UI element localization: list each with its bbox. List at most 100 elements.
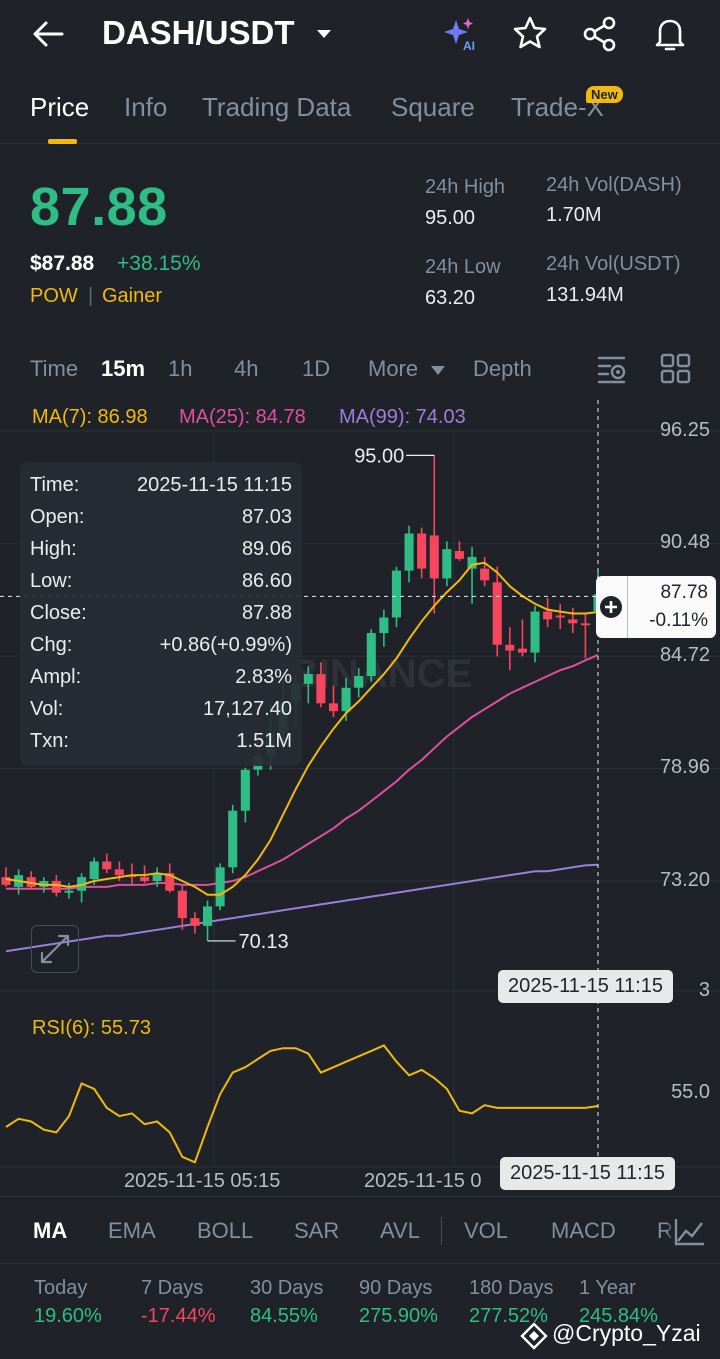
candle-body	[417, 533, 427, 569]
candle-body	[102, 861, 112, 870]
pair-title[interactable]: DASH/USDT	[102, 14, 295, 51]
y-tick-label: 84.72	[659, 644, 710, 666]
perf-value-180d: 277.52%	[469, 1305, 548, 1327]
candle-body	[568, 619, 578, 624]
star-icon[interactable]	[508, 12, 552, 56]
perf-value-1y: 245.84%	[579, 1305, 658, 1327]
candle-body	[429, 535, 439, 579]
bell-icon[interactable]	[648, 12, 692, 56]
tooltip-row-transactions: Txn: 1.51M	[30, 730, 292, 752]
perf-value-7d: -17.44%	[141, 1305, 216, 1327]
crosshair-time-label-rsi: 2025-11-15 11:15	[500, 1157, 675, 1190]
candle-body	[152, 873, 162, 881]
tooltip-row-open: Open: 87.03	[30, 506, 292, 528]
tab-trading-data[interactable]: Trading Data	[202, 92, 352, 122]
ma25-legend: MA(25): 84.78	[179, 406, 306, 428]
interval-more[interactable]: More	[368, 356, 419, 381]
tab-price[interactable]: Price	[30, 92, 90, 122]
indicator-tabs: MA EMA BOLL SAR AVL VOL MACD R	[0, 1196, 720, 1264]
interval-1h[interactable]: 1h	[168, 356, 193, 381]
indicator-ma[interactable]: MA	[33, 1218, 68, 1243]
y-tick-label: 78.96	[659, 756, 710, 778]
candle-body	[228, 810, 238, 868]
indicator-sar[interactable]: SAR	[294, 1218, 340, 1243]
fullscreen-expand-icon[interactable]	[31, 925, 79, 973]
candle-body	[316, 674, 326, 704]
candle-body	[64, 890, 74, 893]
interval-depth[interactable]: Depth	[473, 356, 532, 381]
ma99-legend: MA(99): 74.03	[339, 406, 466, 428]
candle-body	[240, 769, 250, 811]
grid-layout-icon[interactable]	[659, 352, 693, 386]
caret-down-icon[interactable]	[314, 24, 334, 44]
candle-body	[379, 617, 389, 634]
y-tick-label: 96.25	[659, 419, 710, 441]
rsi-level-label: 55.0	[671, 1081, 710, 1103]
indicator-settings-icon[interactable]	[668, 1209, 712, 1253]
share-icon[interactable]	[578, 12, 622, 56]
candle-body	[89, 861, 99, 880]
tag-pow[interactable]: POW	[30, 285, 78, 307]
back-arrow-icon[interactable]	[28, 14, 72, 54]
tag-gainer[interactable]: Gainer	[102, 285, 163, 307]
candle-body	[1, 877, 11, 885]
new-badge: New	[586, 86, 623, 103]
tooltip-row-change: Chg: +0.86(+0.99%)	[30, 634, 292, 656]
x-tick-label: 2025-11-15 05:15	[124, 1170, 281, 1192]
interval-15m[interactable]: 15m	[101, 356, 146, 381]
interval-time[interactable]: Time	[30, 356, 79, 381]
indicator-divider	[441, 1217, 442, 1245]
tooltip-row-volume: Vol: 17,127.40	[30, 698, 292, 720]
tooltip-row-low: Low: 86.60	[30, 570, 292, 592]
indicator-boll[interactable]: BOLL	[197, 1218, 254, 1243]
crosshair-price-box[interactable]: 87.78 -0.11%	[596, 576, 716, 638]
tooltip-row-time: Time: 2025-11-15 11:15	[30, 474, 292, 496]
price-change-percent: +38.15%	[117, 252, 201, 275]
candle-body	[328, 703, 339, 712]
indicator-ema[interactable]: EMA	[108, 1218, 156, 1243]
perf-value-30d: 84.55%	[250, 1305, 318, 1327]
tag-separator: |	[88, 285, 94, 307]
tab-info[interactable]: Info	[124, 92, 168, 122]
y-tick-label: 3	[698, 979, 710, 1001]
ai-sparkle-icon[interactable]: AI	[438, 12, 482, 56]
interval-1d[interactable]: 1D	[302, 356, 331, 381]
candle-body	[555, 615, 565, 618]
candle-body	[517, 648, 527, 653]
candle-body	[492, 582, 502, 645]
stat-24h-vol-quote: 131.94M	[546, 284, 624, 306]
source-watermark: @Crypto_Yzai	[552, 1320, 701, 1346]
perf-value-90d: 275.90%	[359, 1305, 438, 1327]
high-marker-label: 95.00	[354, 445, 404, 467]
indicator-avl[interactable]: AVL	[380, 1218, 420, 1243]
candle-body	[404, 533, 414, 571]
tooltip-row-amplitude: Ampl: 2.83%	[30, 666, 292, 688]
indicator-vol[interactable]: VOL	[464, 1218, 509, 1243]
ma7-line	[5, 561, 599, 896]
interval-4h[interactable]: 4h	[234, 356, 259, 381]
candle-body	[530, 611, 540, 653]
add-order-plus-icon[interactable]	[596, 576, 628, 638]
usd-price: $87.88	[30, 252, 95, 275]
y-tick-label: 90.48	[659, 531, 710, 553]
active-tab-indicator	[48, 139, 77, 144]
stat-24h-low: 63.20	[425, 287, 476, 309]
perf-value-today: 19.60%	[34, 1305, 102, 1327]
more-caret-icon[interactable]	[430, 364, 446, 382]
crosshair-price: 87.78	[660, 582, 708, 603]
stat-label-24h-high: 24h High	[425, 176, 506, 198]
page-tabs: Price Info Trading Data Square Trade-X	[0, 80, 720, 144]
stat-label-24h-vol-base: 24h Vol(DASH)	[546, 174, 682, 196]
indicator-macd[interactable]: MACD	[551, 1218, 616, 1243]
candle-body	[177, 890, 187, 919]
ma99-line	[5, 863, 599, 953]
candle-body	[114, 869, 124, 876]
rsi-legend: RSI(6): 55.73	[32, 1017, 151, 1039]
low-marker-label: 70.13	[239, 931, 289, 953]
candle-body	[26, 877, 36, 887]
chart-settings-icon[interactable]	[596, 352, 630, 386]
candle-body	[391, 570, 402, 618]
tab-square[interactable]: Square	[391, 92, 475, 122]
candle-body	[215, 867, 225, 907]
perf-period-7d: 7 Days	[141, 1277, 204, 1299]
